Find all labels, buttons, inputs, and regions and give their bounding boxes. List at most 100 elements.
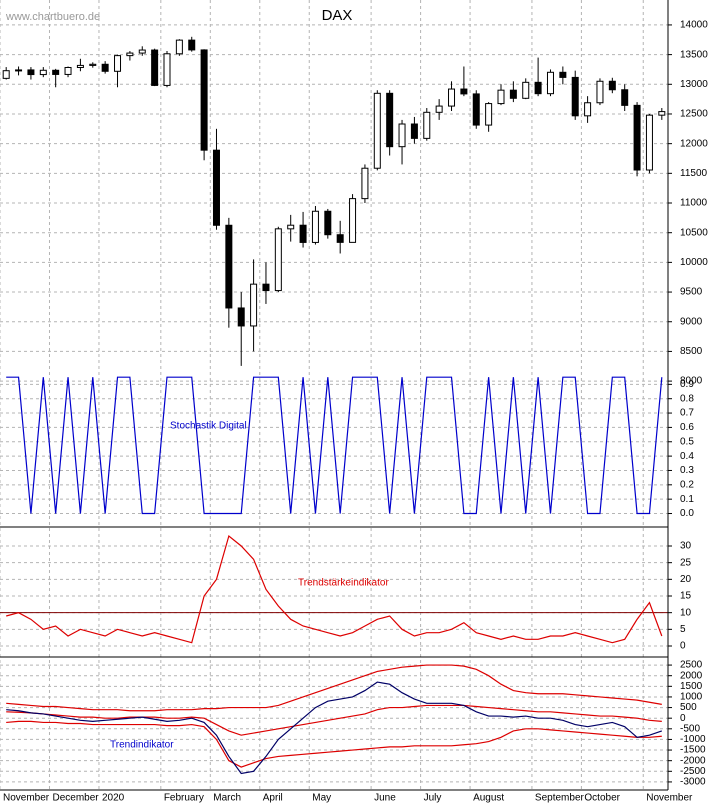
candle-body [101,63,109,72]
candle-body [559,71,567,78]
y-tick-label: -2500 [680,766,706,777]
x-tick-label: October [584,793,620,803]
candle-body [497,89,505,105]
chart-title: DAX [322,7,353,24]
series-line [6,720,662,768]
series-line [6,681,663,775]
candle-body [435,105,443,113]
y-tick-label: 10 [680,607,692,618]
y-tick-label: 2500 [680,660,703,671]
candle-body [89,63,97,66]
candle-body [175,39,183,55]
y-tick-label: 13000 [680,79,708,90]
candle-body [621,89,629,106]
y-tick-label: 0.6 [680,422,694,433]
y-tick-label: 9500 [680,287,703,298]
candle-body [188,39,196,51]
series-line [6,704,662,736]
annotation: Trendstärkeindikator [298,578,389,589]
y-tick-label: -2000 [680,755,706,766]
y-tick-label: 8500 [680,346,703,357]
candle-body [596,80,604,104]
x-tick-label: November [646,793,693,803]
y-tick-label: -3000 [680,777,706,788]
y-tick-label: 12500 [680,109,708,120]
annotation: Trendindikator [110,740,174,751]
y-tick-label: -500 [680,723,700,734]
candle-body [39,69,47,76]
candle-body [410,123,418,139]
series-line [6,664,662,712]
y-tick-label: 10500 [680,227,708,238]
series-line [6,376,663,515]
candle-body [448,88,456,107]
candle-body [398,123,406,148]
x-tick-label: March [213,793,241,803]
x-tick-label: June [374,793,396,803]
candle-body [485,103,493,126]
y-tick-label: 1500 [680,681,703,692]
candle-body [15,69,23,72]
y-tick-label: 500 [680,702,697,713]
candle-body [250,283,258,327]
candle-body [472,93,480,126]
y-tick-label: 15 [680,591,692,602]
candle-body [311,210,319,243]
y-tick-label: 30 [680,541,692,552]
candle-body [138,49,146,54]
x-tick-label: November [3,793,50,803]
x-tick-label: May [312,793,331,803]
candle-body [114,55,122,72]
candle-body [225,224,233,309]
y-tick-label: 9000 [680,316,703,327]
candle-body [522,81,530,99]
candle-body [361,167,369,200]
candle-body [324,210,332,236]
candle-body [608,80,616,91]
y-tick-label: 0.5 [680,436,694,447]
candle-body [349,198,357,243]
y-tick-label: 11000 [680,198,708,209]
x-tick-label: August [473,793,504,803]
candle-body [274,228,282,292]
candle-body [373,92,381,169]
y-tick-label: 5 [680,624,686,635]
candle-body [386,92,394,148]
candle-body [460,88,468,95]
y-tick-label: 0.2 [680,479,694,490]
candle-body [336,234,344,243]
x-tick-label: December [52,793,99,803]
y-tick-label: 1000 [680,692,703,703]
candle-body [546,71,554,95]
y-tick-label: 12000 [680,138,708,149]
y-tick-label: 10000 [680,257,708,268]
y-tick-label: 0.9 [680,379,694,390]
candle-body [287,224,295,230]
candle-body [200,49,208,151]
candle-body [237,307,245,327]
candle-body [534,81,542,95]
y-tick-label: 25 [680,557,692,568]
y-tick-label: 0 [680,641,686,652]
x-tick-label: September [535,793,585,803]
y-tick-label: 0.8 [680,393,694,404]
candle-body [509,89,517,99]
series-line [6,534,663,644]
candle-body [571,76,579,117]
candle-body [163,53,171,86]
x-tick-label: July [424,793,442,803]
candle-body [262,283,270,292]
candle-body [64,66,72,75]
y-tick-label: 11500 [680,168,708,179]
candle-body [299,224,307,243]
annotation: Stochastik Digital [170,421,247,432]
candle-body [584,102,592,117]
y-tick-label: 20 [680,574,692,585]
y-tick-label: 2000 [680,670,703,681]
candle-body [52,69,60,75]
candle-body [645,114,653,171]
candle-body [633,104,641,171]
candle-body [151,49,159,86]
